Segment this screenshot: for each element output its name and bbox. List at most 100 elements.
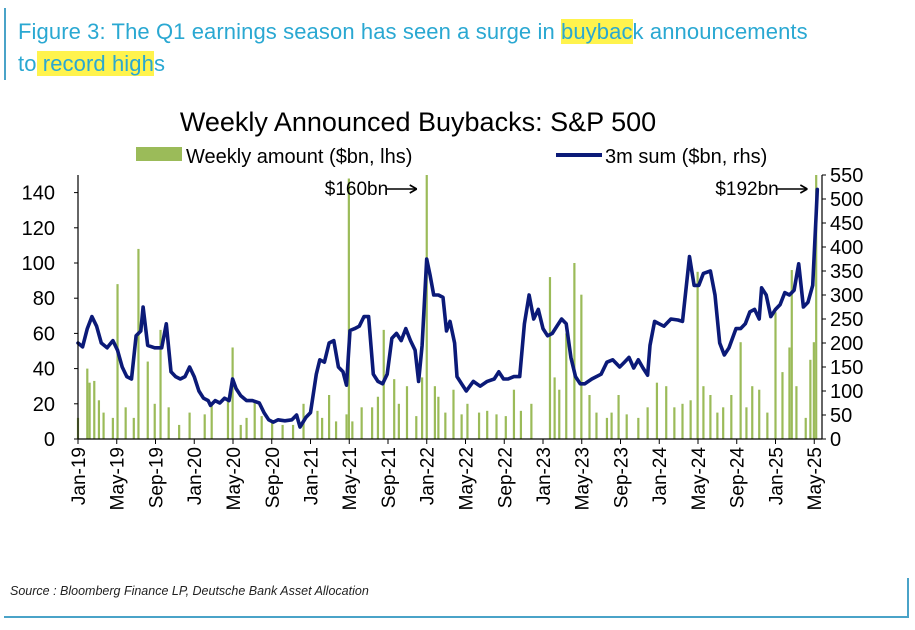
x-tick-label-sep-23: Sep-23 <box>612 447 633 508</box>
bar-58 <box>530 403 533 439</box>
chart-title: Weekly Announced Buybacks: S&P 500 <box>180 107 656 137</box>
bar-78 <box>696 271 699 439</box>
bar-11 <box>146 361 149 439</box>
bar-82 <box>722 407 725 439</box>
bar-90 <box>781 372 784 439</box>
bar-91 <box>788 347 791 439</box>
bar-7 <box>116 284 119 439</box>
y-left-tick-label-0: 0 <box>44 429 55 451</box>
frame-bottom-border <box>4 616 909 618</box>
bar-5 <box>102 412 105 439</box>
y-right-tick-label-450: 450 <box>830 213 863 235</box>
y-axis-left-ticks: 0 20 40 60 80 100 120 140 <box>22 183 78 451</box>
y-left-tick-label-100: 100 <box>22 253 55 275</box>
bar-51 <box>466 403 469 439</box>
bar-77 <box>689 400 692 439</box>
y-right-tick-label-50: 50 <box>830 405 852 427</box>
x-axis-ticks: Jan-19 May-19 Sep-19 Jan-20 May-20 Sep-20 Jan-… <box>69 439 826 510</box>
bar-84 <box>739 342 742 439</box>
bar-31 <box>328 395 331 439</box>
bar-10 <box>137 248 140 439</box>
bar-81 <box>716 412 719 439</box>
y-right-tick-label-150: 150 <box>830 357 863 379</box>
bar-68 <box>610 412 613 439</box>
bar-24 <box>260 416 263 439</box>
bar-60 <box>553 377 556 439</box>
bar-52 <box>477 412 481 439</box>
bar-70 <box>625 414 628 439</box>
bar-19 <box>226 400 230 439</box>
x-tick-label-may-25: May-25 <box>805 447 826 510</box>
bar-18 <box>210 403 213 439</box>
bar-35 <box>351 421 354 439</box>
bar-30 <box>321 417 324 439</box>
y-right-tick-label-500: 500 <box>830 189 863 211</box>
y-right-tick-label-0: 0 <box>830 429 841 451</box>
bar-22 <box>245 417 248 439</box>
bar-50 <box>460 414 463 439</box>
x-tick-label-jan-25: Jan-25 <box>767 447 788 505</box>
bar-4 <box>97 400 101 439</box>
bar-43 <box>415 416 418 439</box>
bar-56 <box>512 389 516 439</box>
weekly-amount-bars <box>76 175 818 439</box>
x-tick-label-jan-20: Jan-20 <box>185 447 206 505</box>
bar-85 <box>745 407 748 439</box>
bar-17 <box>203 414 206 439</box>
bar-29 <box>316 410 319 439</box>
bar-42 <box>405 386 409 439</box>
bar-74 <box>665 386 668 439</box>
x-tick-label-may-20: May-20 <box>224 447 245 510</box>
y-right-tick-label-400: 400 <box>830 237 863 259</box>
bar-16 <box>188 412 191 439</box>
x-tick-label-jan-23: Jan-23 <box>534 447 555 505</box>
bar-76 <box>681 403 684 439</box>
bar-36 <box>360 407 363 439</box>
bar-83 <box>730 395 733 439</box>
bar-55 <box>504 416 507 439</box>
bar-47 <box>437 396 440 439</box>
legend-bar-swatch <box>136 147 182 161</box>
frame-left-border <box>4 8 6 80</box>
y-right-tick-label-300: 300 <box>830 285 863 307</box>
x-tick-label-sep-22: Sep-22 <box>495 447 516 508</box>
bar-12 <box>153 403 156 439</box>
x-tick-label-jan-19: Jan-19 <box>69 447 90 505</box>
bar-97 <box>815 175 818 439</box>
x-tick-label-jan-21: Jan-21 <box>302 447 323 505</box>
annotation-arrow-head-0 <box>409 184 418 194</box>
annotation-label-1: $192bn <box>715 179 778 200</box>
y-right-tick-label-100: 100 <box>830 381 863 403</box>
bar-48 <box>444 412 447 439</box>
bar-61 <box>558 389 561 439</box>
figure-title-part-2: k announcements <box>632 19 808 44</box>
bar-8 <box>124 407 127 439</box>
bar-46 <box>433 386 436 439</box>
y-left-tick-label-140: 140 <box>22 183 55 205</box>
bar-53 <box>486 410 489 439</box>
bar-62 <box>565 333 568 439</box>
bar-6 <box>111 417 114 439</box>
bar-14 <box>167 407 170 439</box>
bar-96 <box>812 342 815 439</box>
bar-3 <box>93 380 96 439</box>
annotation-arrow-head-1 <box>799 184 808 194</box>
bar-65 <box>588 395 591 439</box>
bar-2 <box>88 382 91 439</box>
bar-13 <box>159 329 162 439</box>
bar-32 <box>334 421 338 439</box>
bar-88 <box>766 412 769 439</box>
bar-1 <box>86 368 89 439</box>
bar-38 <box>376 396 380 439</box>
bar-37 <box>371 407 374 439</box>
bar-34 <box>347 178 350 439</box>
x-tick-label-may-19: May-19 <box>108 447 129 510</box>
bar-57 <box>519 410 523 439</box>
bar-66 <box>595 412 598 439</box>
x-tick-label-sep-24: Sep-24 <box>728 447 749 509</box>
bar-72 <box>646 407 649 439</box>
source-note: Source : Bloomberg Finance LP, Deutsche … <box>10 584 369 598</box>
bar-79 <box>702 386 705 439</box>
